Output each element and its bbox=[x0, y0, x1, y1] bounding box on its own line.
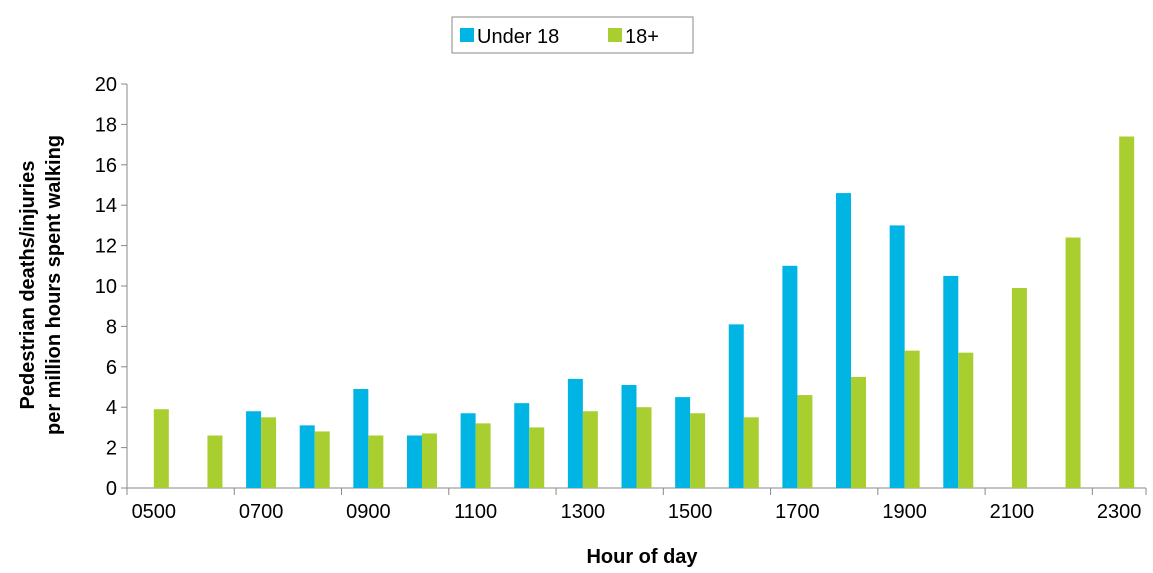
bar-18-plus-1600 bbox=[743, 417, 759, 488]
y-tick-label: 8 bbox=[106, 316, 117, 338]
bar-18-plus-1000 bbox=[421, 433, 437, 488]
bar-18-plus-1700 bbox=[797, 395, 813, 488]
bar-18-plus-1500 bbox=[690, 413, 706, 488]
bar-under-18-1700 bbox=[782, 265, 798, 488]
x-tick-label: 1700 bbox=[775, 501, 820, 523]
bar-18-plus-1300 bbox=[582, 411, 598, 488]
x-tick-label: 1300 bbox=[561, 501, 606, 523]
x-tick-label: 0500 bbox=[132, 501, 177, 523]
bar-under-18-1500 bbox=[675, 397, 691, 488]
legend-swatch-under-18 bbox=[460, 28, 474, 42]
bars bbox=[153, 136, 1135, 488]
bar-18-plus-1100 bbox=[475, 423, 491, 488]
bar-18-plus-2100 bbox=[1011, 288, 1027, 488]
y-tick-label: 4 bbox=[106, 397, 117, 419]
y-tick-label: 6 bbox=[106, 357, 117, 379]
x-tick-label: 2100 bbox=[990, 501, 1035, 523]
x-tick-label: 1100 bbox=[454, 501, 497, 523]
legend-label-18-plus: 18+ bbox=[625, 26, 659, 48]
y-axis-title-line-1: Pedestrian deaths/injuries bbox=[17, 161, 39, 410]
bar-18-plus-0800 bbox=[314, 431, 330, 488]
bar-under-18-0700 bbox=[246, 411, 262, 488]
legend-swatch-18-plus bbox=[608, 28, 622, 42]
y-tick-label: 20 bbox=[95, 74, 117, 96]
bar-18-plus-1400 bbox=[636, 407, 652, 488]
bar-18-plus-2000 bbox=[958, 352, 974, 488]
legend: Under 18 18+ bbox=[451, 16, 694, 54]
y-tick-label: 0 bbox=[106, 478, 117, 500]
y-tick-label: 12 bbox=[95, 236, 117, 258]
bar-18-plus-0500 bbox=[153, 409, 169, 488]
x-tick-label: 1900 bbox=[882, 501, 927, 523]
bar-under-18-1800 bbox=[836, 193, 852, 488]
bar-18-plus-2200 bbox=[1065, 237, 1081, 488]
bar-18-plus-2300 bbox=[1119, 136, 1135, 488]
bar-under-18-1000 bbox=[406, 435, 422, 488]
bar-18-plus-0900 bbox=[368, 435, 384, 488]
bar-under-18-1100 bbox=[460, 413, 476, 488]
x-tick-label: 0900 bbox=[346, 501, 391, 523]
bar-18-plus-1900 bbox=[904, 350, 920, 488]
bar-18-plus-0700 bbox=[261, 417, 277, 488]
bar-under-18-1300 bbox=[567, 378, 583, 488]
bar-under-18-1900 bbox=[889, 225, 905, 488]
legend-label-under-18: Under 18 bbox=[477, 26, 559, 48]
y-tick-label: 18 bbox=[95, 114, 117, 136]
bar-18-plus-0600 bbox=[207, 435, 223, 488]
y-tick-label: 14 bbox=[95, 195, 117, 217]
bar-under-18-1400 bbox=[621, 384, 637, 488]
y-tick-label: 16 bbox=[95, 155, 117, 177]
y-tick-label: 10 bbox=[95, 276, 117, 298]
y-axis-title-line-2: per million hours spent walking bbox=[43, 135, 65, 435]
x-axis-title: Hour of day bbox=[586, 546, 698, 568]
bar-under-18-2000 bbox=[943, 275, 959, 488]
x-tick-label: 0700 bbox=[239, 501, 284, 523]
legend-box bbox=[451, 16, 694, 54]
bar-under-18-1200 bbox=[514, 403, 530, 488]
bar-18-plus-1200 bbox=[529, 427, 545, 488]
x-tick-label: 2300 bbox=[1097, 501, 1142, 523]
bar-18-plus-1800 bbox=[851, 376, 867, 488]
y-tick-label: 2 bbox=[106, 438, 117, 460]
bar-under-18-0900 bbox=[353, 389, 369, 488]
x-tick-label: 1500 bbox=[668, 501, 713, 523]
bar-under-18-1600 bbox=[728, 324, 744, 488]
axes: 0 2 4 6 8 10 12 14 16 18 20 0500 0700 0900 1100 1300 150… bbox=[95, 74, 1147, 523]
bar-under-18-0800 bbox=[299, 425, 315, 488]
